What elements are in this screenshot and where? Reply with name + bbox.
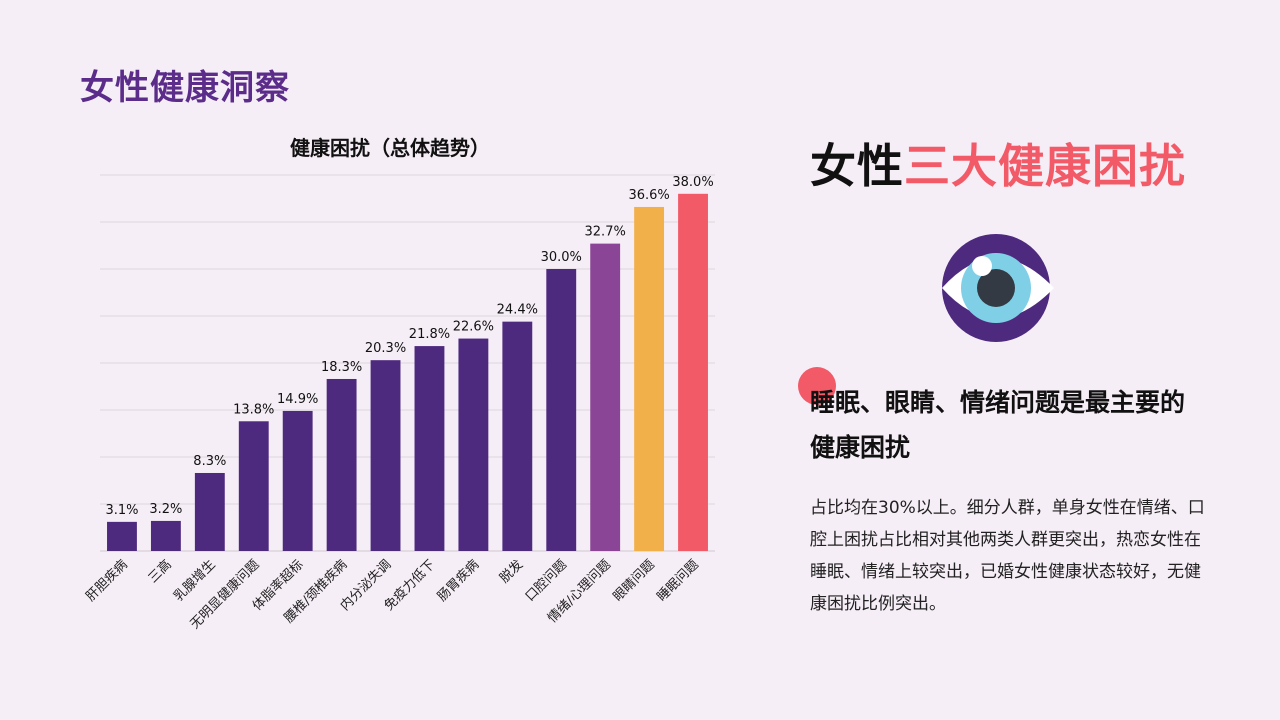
right-title-part2: 三大健康困扰 [904,139,1186,193]
value-label-1: 3.2% [149,502,182,517]
value-label-12: 36.6% [628,188,669,203]
value-label-4: 14.9% [277,392,318,407]
bar-11 [590,243,621,551]
value-labels: 3.1% 3.2% 8.3% 13.8%14.9% 18.3%20.3%21.8%22.… [105,175,713,518]
value-label-8: 22.6% [453,320,494,335]
accent-dot [798,367,836,405]
page-title: 女性健康洞察 [80,68,290,108]
bar-3 [238,421,269,551]
bar-2 [194,472,225,551]
category-label-0: 肝胆疾病 [83,557,130,604]
value-label-11: 32.7% [585,225,626,240]
bars [107,193,708,552]
chart-title: 健康困扰（总体趋势） [290,136,490,160]
bar-5 [326,378,357,551]
category-label-9: 脱发 [496,557,526,587]
value-label-7: 21.8% [409,327,450,342]
value-label-2: 8.3% [193,454,226,469]
bar-chart: 健康困扰（总体趋势） 3.1% 3.2% 8.3% 13.8% 14.9% 18.3% 20… [60,125,740,685]
bar-8 [458,338,489,551]
bar-13 [678,193,708,552]
value-label-10: 30.0% [541,250,582,265]
eye-icon [940,234,1070,344]
description: 占比均在30%以上。细分人群，单身女性在情绪、口腔上困扰占比相对其他两类人群更突… [810,498,1205,614]
bar-6 [370,360,401,551]
category-label-12: 眼睛问题 [611,557,658,604]
category-label-8: 肠胃疾病 [435,557,482,604]
value-label-0: 3.1% [105,503,138,518]
value-label-5: 18.3% [321,360,362,375]
bar-12 [634,206,665,551]
value-label-13: 38.0% [672,175,713,190]
value-label-6: 20.3% [365,341,406,356]
category-label-1: 三高 [145,557,175,587]
category-ticks: 肝胆疾病 三高乳腺增生无明显健康问题体脂率超标腰椎/颈椎疾病内分泌失调免疫力低下肠… [83,557,701,633]
bar-4 [282,410,313,551]
right-title: 女性三大健康困扰 [810,130,1186,196]
bar-0 [107,521,137,551]
right-title-part1: 女性 [810,139,904,193]
bar-7 [414,346,445,551]
bar-10 [546,269,577,551]
bar-1 [150,520,181,551]
bar-9 [502,321,533,551]
value-label-3: 13.8% [233,402,274,417]
value-label-9: 24.4% [497,303,538,318]
chart-svg: 健康困扰（总体趋势） 3.1% 3.2% 8.3% 13.8%14.9% 18.3%20… [83,136,715,633]
headline: 睡眠、眼睛、情绪问题是最主要的健康困扰 [810,388,1186,462]
category-label-13: 睡眠问题 [654,557,701,604]
